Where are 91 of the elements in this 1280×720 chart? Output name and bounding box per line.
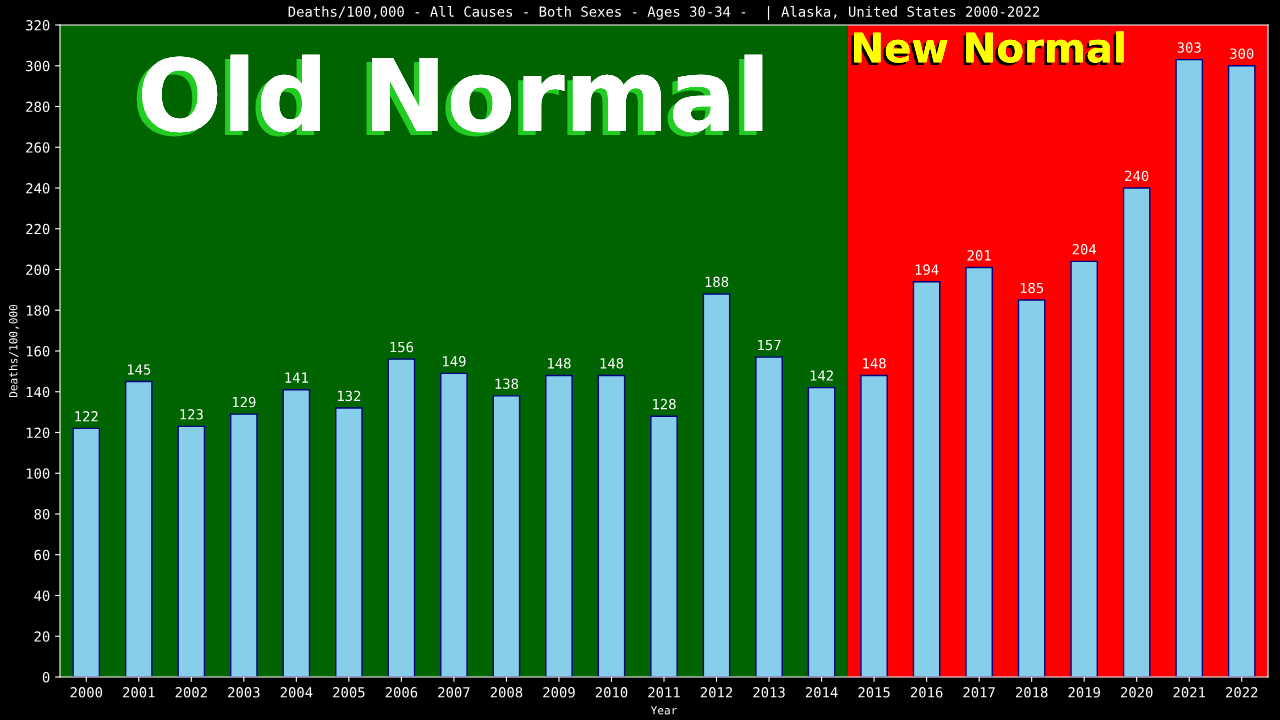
- bar: [807, 386, 836, 677]
- x-tick-label: 2009: [543, 687, 575, 698]
- x-tick-label: 2010: [595, 687, 628, 698]
- x-tick-label: 2003: [228, 687, 260, 698]
- data-label: 129: [232, 396, 256, 408]
- x-tick-label: 2002: [175, 687, 207, 698]
- y-tick-label: 200: [26, 264, 50, 276]
- x-tick-label: 2012: [700, 687, 733, 698]
- bar: [387, 358, 416, 677]
- y-tick-label: 220: [26, 223, 50, 235]
- bar: [230, 413, 258, 677]
- x-tick-label: 2018: [1015, 687, 1048, 698]
- data-label: 128: [653, 398, 676, 410]
- bar: [545, 374, 573, 677]
- data-label: 148: [548, 358, 571, 369]
- bar: [650, 415, 678, 677]
- data-label: 123: [180, 409, 203, 420]
- bar: [1070, 260, 1098, 677]
- y-tick-label: 20: [34, 631, 50, 642]
- data-label: 156: [390, 341, 414, 353]
- bar: [1122, 187, 1151, 677]
- y-tick-label: 140: [26, 386, 50, 398]
- data-label: 148: [600, 358, 624, 369]
- y-tick-label: 120: [26, 427, 50, 439]
- data-label: 145: [127, 364, 151, 375]
- y-tick-label: 80: [34, 509, 50, 520]
- bar: [1175, 58, 1204, 677]
- data-label: 240: [1125, 170, 1149, 182]
- x-tick-label: 2021: [1173, 687, 1205, 698]
- bar: [492, 395, 521, 677]
- chart-title: Deaths/100,000 - All Causes - Both Sexes - Ages 30-34 - | Alaska, United States 2000-2022: [288, 6, 1040, 20]
- data-label: 122: [75, 411, 98, 422]
- bar: [912, 281, 941, 677]
- data-label: 141: [285, 372, 308, 383]
- y-tick-label: 280: [26, 101, 50, 113]
- bar: [440, 372, 468, 677]
- x-tick-label: 2013: [753, 687, 785, 698]
- x-tick-label: 2022: [1226, 687, 1258, 698]
- band-label: Old Normal: [136, 54, 763, 137]
- data-label: 194: [915, 264, 939, 275]
- data-label: 204: [1072, 243, 1097, 255]
- x-tick-label: 2014: [805, 687, 838, 698]
- bar: [597, 374, 626, 677]
- data-label: 142: [810, 370, 833, 381]
- y-tick-label: 60: [34, 549, 50, 561]
- bar: [702, 293, 731, 677]
- y-tick-label: 300: [26, 60, 50, 72]
- band-label: New Normal: [851, 31, 1124, 66]
- x-axis-title: Year: [650, 706, 677, 715]
- bar: [177, 425, 206, 677]
- data-label: 303: [1177, 42, 1201, 53]
- bar: [124, 380, 153, 677]
- y-tick-label: 320: [26, 20, 50, 31]
- y-tick-label: 160: [26, 346, 50, 357]
- y-tick-label: 100: [26, 468, 50, 479]
- x-tick-label: 2020: [1121, 687, 1153, 698]
- y-tick-label: 0: [42, 672, 50, 683]
- x-tick-label: 2016: [910, 687, 943, 698]
- y-tick-label: 260: [26, 142, 50, 153]
- y-tick-label: 40: [34, 590, 50, 602]
- data-label: 188: [705, 276, 729, 288]
- data-label: 138: [495, 378, 519, 389]
- bar: [335, 407, 363, 677]
- x-tick-label: 2007: [438, 687, 470, 698]
- bar: [860, 374, 888, 677]
- data-label: 201: [967, 250, 991, 261]
- x-tick-label: 2008: [490, 687, 523, 698]
- bar: [1227, 65, 1256, 677]
- y-tick-label: 240: [26, 183, 50, 194]
- bar: [965, 266, 993, 677]
- x-tick-label: 2006: [385, 687, 418, 698]
- bar: [282, 389, 311, 677]
- data-label: 132: [338, 390, 361, 402]
- bar: [755, 356, 783, 677]
- y-axis-title: Deaths/100,000: [8, 304, 19, 398]
- x-tick-label: 2015: [858, 687, 890, 698]
- data-label: 185: [1020, 282, 1044, 294]
- x-tick-label: 2017: [963, 687, 995, 698]
- data-label: 157: [758, 339, 781, 351]
- x-tick-label: 2000: [70, 687, 103, 698]
- x-tick-label: 2019: [1068, 687, 1100, 698]
- y-tick-label: 180: [26, 305, 50, 316]
- x-tick-label: 2005: [333, 687, 365, 698]
- x-tick-label: 2004: [280, 687, 313, 698]
- x-tick-label: 2001: [123, 687, 155, 698]
- data-label: 148: [863, 358, 886, 369]
- data-label: 300: [1230, 48, 1254, 59]
- x-tick-label: 2011: [648, 687, 680, 698]
- bar: [72, 427, 101, 677]
- data-label: 149: [443, 356, 466, 367]
- bar: [1017, 299, 1046, 677]
